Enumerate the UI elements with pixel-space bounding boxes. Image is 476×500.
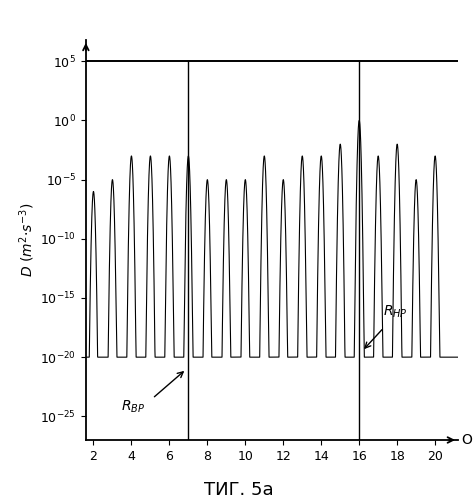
- Y-axis label: $D\ (m^2{\cdot}s^{-3})$: $D\ (m^2{\cdot}s^{-3})$: [18, 202, 37, 278]
- Text: $R_{\mathit{HP}}$: $R_{\mathit{HP}}$: [382, 304, 407, 320]
- Text: ΤИГ. 5а: ΤИГ. 5а: [203, 481, 273, 499]
- Text: O: O: [461, 433, 472, 447]
- Text: $R_{\mathit{BP}}$: $R_{\mathit{BP}}$: [121, 398, 145, 415]
